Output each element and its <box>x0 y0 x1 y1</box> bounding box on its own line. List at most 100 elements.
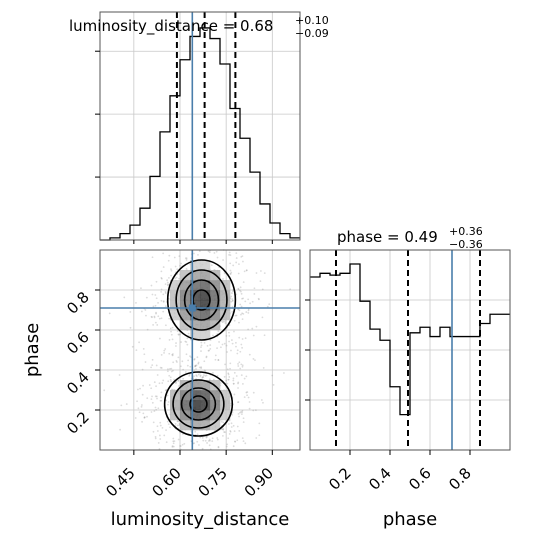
scatter-point <box>160 277 163 279</box>
scatter-point <box>236 352 239 355</box>
scatter-point <box>161 426 164 429</box>
scatter-point <box>236 425 239 428</box>
scatter-point <box>194 430 197 433</box>
scatter-point <box>247 298 250 301</box>
scatter-point <box>221 321 224 324</box>
scatter-point <box>231 305 234 308</box>
scatter-point <box>243 270 246 273</box>
scatter-point <box>154 437 157 440</box>
contour-line <box>163 371 234 437</box>
scatter-point <box>196 433 199 436</box>
scatter-point <box>208 378 211 381</box>
scatter-point <box>204 370 207 373</box>
scatter-point <box>234 440 236 443</box>
scatter-point <box>181 443 184 446</box>
scatter-point <box>142 384 144 387</box>
scatter-point <box>153 410 156 412</box>
scatter-point <box>160 353 163 356</box>
scatter-point <box>155 297 158 300</box>
scatter-point <box>228 251 231 254</box>
scatter-point <box>155 312 157 315</box>
scatter-point <box>242 440 245 443</box>
scatter-point <box>193 369 196 372</box>
density-cell <box>200 420 211 431</box>
scatter-point <box>174 277 177 280</box>
scatter-point <box>237 287 240 290</box>
scatter-point <box>233 393 236 396</box>
density-cell <box>170 300 181 311</box>
scatter-point <box>188 373 191 376</box>
scatter-point <box>232 424 235 427</box>
scatter-point <box>171 338 174 341</box>
scatter-point <box>266 305 269 308</box>
scatter-point <box>229 254 232 257</box>
scatter-point <box>243 396 246 399</box>
scatter-point <box>242 421 245 424</box>
scatter-point <box>237 387 239 389</box>
scatter-point <box>167 401 170 403</box>
scatter-point <box>229 272 232 275</box>
scatter-point <box>179 264 181 267</box>
scatter-point <box>159 438 162 440</box>
density-cell <box>210 410 221 421</box>
phase-histogram <box>310 263 510 416</box>
scatter-point <box>204 375 207 377</box>
scatter-point <box>252 391 255 394</box>
scatter-point <box>169 426 171 429</box>
density-cell <box>190 290 201 301</box>
scatter-point <box>229 269 232 272</box>
scatter-point <box>167 284 169 287</box>
scatter-point <box>212 371 214 374</box>
density-cell <box>190 380 201 391</box>
scatter-point <box>243 377 246 380</box>
scatter-point <box>212 334 214 337</box>
scatter-point <box>173 378 175 381</box>
scatter-point <box>225 379 228 382</box>
scatter-point <box>179 445 182 447</box>
density-cell <box>200 260 211 271</box>
scatter-point <box>178 333 180 336</box>
scatter-point <box>172 361 175 364</box>
scatter-point <box>230 402 232 405</box>
scatter-point <box>172 353 174 355</box>
scatter-point <box>230 422 233 425</box>
scatter-point <box>241 338 244 340</box>
scatter-point <box>141 393 144 396</box>
scatter-point <box>148 384 151 386</box>
scatter-point <box>240 313 242 316</box>
scatter-point <box>223 375 226 378</box>
scatter-point <box>136 400 138 403</box>
scatter-point <box>262 367 265 369</box>
scatter-point <box>165 441 168 444</box>
scatter-point <box>194 365 197 368</box>
scatter-point <box>182 377 185 380</box>
scatter-point <box>226 368 229 371</box>
scatter-point <box>207 250 210 253</box>
scatter-point <box>166 279 168 282</box>
scatter-point <box>258 298 260 301</box>
scatter-point <box>131 345 134 348</box>
density-cell <box>210 310 221 321</box>
scatter-point <box>235 257 238 259</box>
scatter-point <box>152 305 155 308</box>
scatter-point <box>241 318 244 321</box>
scatter-point <box>241 437 244 440</box>
scatter-point <box>170 370 173 373</box>
scatter-point <box>201 447 204 450</box>
scatter-point <box>231 290 234 293</box>
scatter-point <box>193 442 195 445</box>
scatter-point <box>208 349 211 352</box>
scatter-point <box>209 347 212 350</box>
scatter-point <box>216 437 219 439</box>
density-cell <box>200 290 211 301</box>
scatter-point <box>240 255 243 258</box>
scatter-point <box>247 396 250 399</box>
scatter-point <box>120 404 123 407</box>
scatter-point <box>252 358 255 360</box>
scatter-point <box>229 429 232 432</box>
scatter-point <box>198 444 200 446</box>
density-cell <box>200 270 211 281</box>
scatter-point <box>248 353 251 356</box>
scatter-point <box>242 297 245 300</box>
scatter-point <box>176 420 179 423</box>
